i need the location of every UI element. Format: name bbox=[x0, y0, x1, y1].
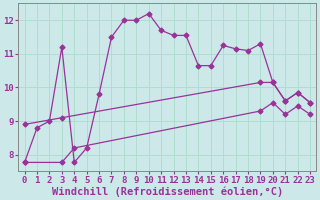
X-axis label: Windchill (Refroidissement éolien,°C): Windchill (Refroidissement éolien,°C) bbox=[52, 186, 283, 197]
